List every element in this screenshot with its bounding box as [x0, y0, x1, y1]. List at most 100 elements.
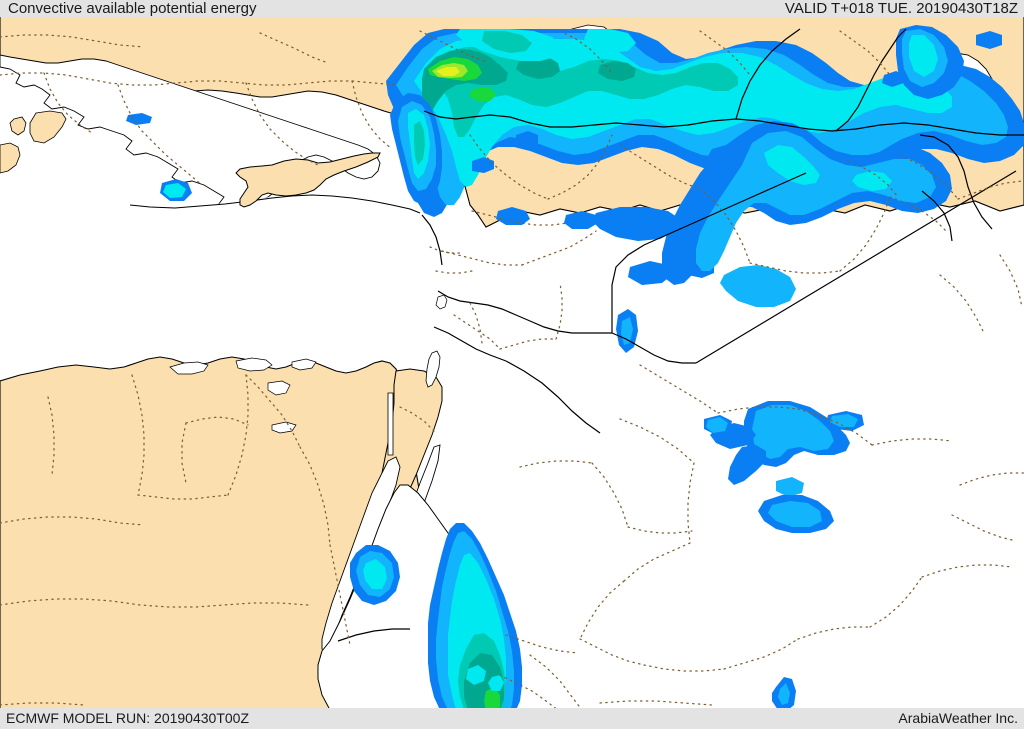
dotted-saudi-prov-8	[579, 580, 625, 640]
provider-label: ArabiaWeather Inc.	[898, 710, 1018, 726]
border-kuwait-saudi	[921, 190, 953, 242]
cape-region-turkey-north	[456, 29, 636, 61]
cape-arabia-tail	[728, 445, 766, 485]
dotted-top-edge-4	[559, 30, 613, 74]
dotted-syria-prov-3	[471, 210, 569, 226]
nile-delta-lagoon-2	[235, 357, 273, 372]
dotted-egypt-prov-6	[329, 544, 351, 646]
cape-region-levant-coast	[390, 93, 442, 205]
cape-blob-turkey-coast-2	[126, 113, 152, 125]
sea-of-galilee	[435, 294, 448, 310]
dotted-saudi-prov-4	[871, 438, 953, 446]
dotted-saudi-prov-7	[623, 542, 691, 582]
dotted-saudi-prov-3	[797, 408, 873, 446]
dotted-jordan-prov-1	[453, 314, 501, 350]
dotted-syria-prov-2	[547, 134, 613, 200]
dotted-egypt-prov-8	[0, 598, 309, 608]
dotted-saudi-prov-16	[591, 462, 629, 528]
cape-blob-syria-5	[472, 157, 494, 173]
border-saudi-iraq-diag	[695, 170, 1017, 364]
cape-coast-l4	[414, 121, 425, 165]
dotted-syria-prov-4	[441, 250, 523, 266]
cape-region-iraq-iran	[662, 121, 952, 307]
dotted-turkey-prov-1	[0, 72, 397, 86]
footer-bar: ECMWF MODEL RUN: 20190430T00Z ArabiaWeat…	[0, 708, 1024, 729]
cape-arabia-dot3	[776, 477, 804, 497]
cape-iraq-l2-lobe	[720, 265, 796, 307]
cape-region-central-arabia	[704, 401, 864, 533]
dotted-iraq-prov-3	[749, 262, 841, 274]
cape-blob-syria-2	[564, 211, 598, 229]
border-turkey-iraq-iran	[735, 28, 801, 120]
cape-arabia-lower-core	[768, 501, 822, 527]
cape-arabia-main-l2	[752, 405, 834, 459]
dotted-oman-2	[951, 514, 1017, 542]
cape-caucasus-l3	[909, 35, 938, 77]
island-crete-east	[0, 142, 21, 174]
dotted-egypt-prov-11	[47, 396, 55, 476]
national-borders	[337, 28, 1024, 642]
lake-manzala	[267, 380, 291, 396]
dotted-sinai-1	[399, 406, 435, 432]
cape-iraq-l2	[696, 131, 936, 271]
weather-map-canvas[interactable]	[0, 15, 1024, 710]
dotted-iran-prov-1	[899, 154, 959, 200]
dotted-jordan-prov-2	[499, 338, 557, 350]
cape-redsea-pocket-2	[488, 675, 504, 691]
valid-time-label: VALID T+018 TUE. 20190430T18Z	[784, 0, 1018, 17]
cape-blob-syria-1	[496, 207, 530, 225]
dotted-saudi-prov-12	[797, 626, 871, 640]
nile-delta-lagoon-3	[291, 358, 317, 371]
dotted-israel-1	[429, 246, 461, 254]
dotted-syria-prov-1	[469, 134, 549, 200]
border-lebanon-coast	[421, 214, 443, 266]
dotted-egypt-prov-7	[0, 516, 145, 526]
border-egypt-israel	[433, 326, 507, 362]
dotted-top-edge-1	[0, 34, 145, 48]
nile-delta-lagoon-1	[169, 361, 209, 375]
dotted-egypt-prov-5	[299, 446, 331, 546]
dotted-top-edge-6	[839, 30, 891, 76]
cape-suez-l3	[363, 559, 387, 589]
dotted-saudi-prov-6	[687, 462, 695, 544]
cape-iraq-l3a	[764, 145, 820, 185]
map-viewport[interactable]	[0, 15, 1024, 710]
subnational-borders	[0, 30, 1024, 710]
dotted-syria-prov-5	[521, 230, 597, 266]
dotted-saudi-prov-17	[627, 526, 693, 534]
border-iraq-iran	[835, 28, 907, 132]
cape-turkey-n3	[584, 29, 636, 53]
dotted-bottom-edge-2	[599, 700, 713, 706]
dotted-iran-prov-2	[957, 180, 1023, 200]
cape-region-gulf-suez	[350, 545, 400, 605]
lake-qarun	[271, 421, 297, 434]
dotted-iraq-prov-1	[619, 144, 701, 190]
dotted-oman-1	[959, 472, 1024, 486]
cape-blob-syria-6	[516, 131, 538, 147]
dotted-turkey-prov-2	[117, 84, 203, 186]
dotted-saudi-prov-11	[723, 638, 799, 670]
dotted-saudi-prov-2	[717, 406, 799, 414]
dotted-yemen-3	[499, 674, 559, 710]
island-cyprus	[235, 152, 381, 208]
island-karpathos	[9, 116, 27, 136]
border-jordan-saudi-2	[611, 332, 696, 364]
dotted-bottom-edge-1	[0, 702, 85, 706]
cape-caucasus-dot	[976, 31, 1002, 49]
dead-sea	[425, 350, 441, 388]
dotted-jordan-prov-3	[555, 282, 563, 340]
dotted-turkey-prov-4	[351, 80, 393, 150]
dotted-egypt-prov-10	[181, 422, 187, 484]
cape-caucasus-dot2	[882, 71, 906, 87]
dotted-saudi-prov-1	[639, 364, 719, 414]
cape-blob-south-arabia-core	[778, 683, 790, 705]
dotted-iraq-prov-5	[889, 196, 949, 234]
dotted-saudi-prov-9	[579, 638, 645, 666]
cape-blob-turkey-coast-core	[163, 183, 186, 198]
header-bar: Convective available potential energy VA…	[0, 0, 1024, 17]
border-saudi-nw	[505, 360, 601, 434]
dotted-iraq-prov-2	[699, 188, 751, 264]
border-turkey-syria	[423, 110, 1024, 136]
dotted-saudi-prov-15	[519, 460, 593, 468]
cape-blob-syria-7	[628, 261, 672, 285]
